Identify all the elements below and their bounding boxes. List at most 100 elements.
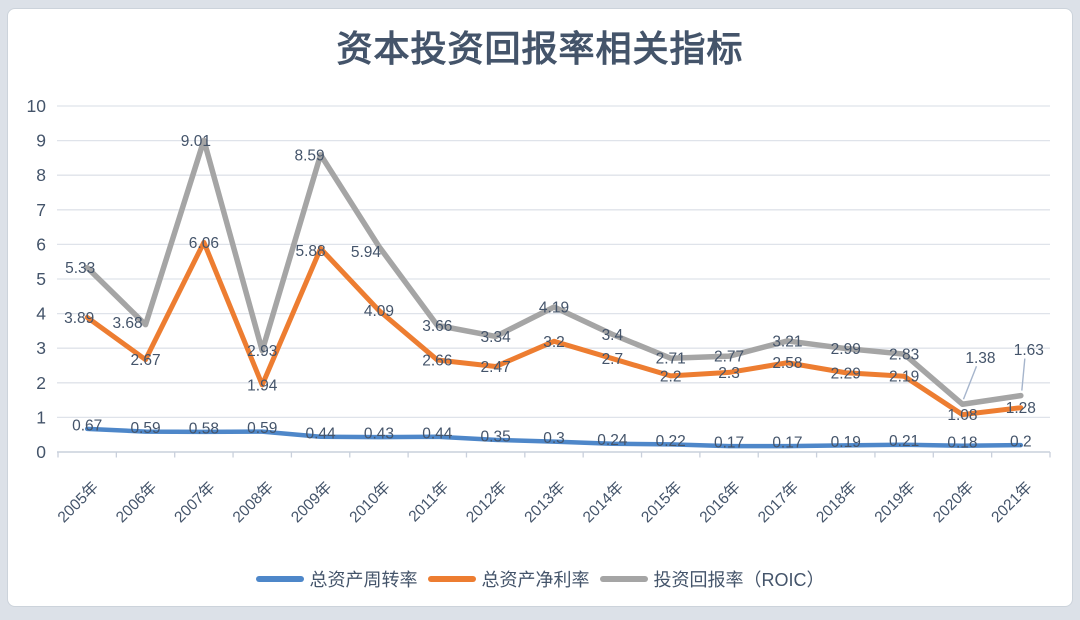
- data-label: 0.44: [306, 425, 337, 442]
- data-label: 0.35: [481, 428, 511, 445]
- svg-text:2012年: 2012年: [462, 478, 510, 526]
- chart-title: 资本投资回报率相关指标: [336, 28, 744, 69]
- series-line-total-asset-net-profit-margin: [84, 239, 1024, 418]
- data-label: 0.2: [1010, 434, 1032, 451]
- data-label: 4.19: [539, 300, 569, 317]
- data-label: 0.17: [714, 435, 744, 452]
- data-label: 3.68: [112, 315, 142, 332]
- chart-card: [7, 8, 1073, 607]
- svg-text:2005年: 2005年: [54, 478, 102, 526]
- data-label: 1.38: [965, 350, 995, 367]
- svg-text:5: 5: [36, 269, 46, 289]
- series-line-total-asset-turnover: [84, 426, 1024, 449]
- svg-text:2: 2: [36, 373, 46, 393]
- svg-text:2021年: 2021年: [988, 478, 1036, 526]
- data-label: 5.33: [65, 260, 95, 277]
- data-label: 2.93: [247, 343, 277, 360]
- data-label: 2.67: [130, 352, 160, 369]
- tick-marks: [57, 452, 1051, 458]
- leader-lines: [962, 358, 1026, 400]
- data-label: 3.34: [481, 329, 512, 346]
- svg-text:2007年: 2007年: [171, 478, 219, 526]
- svg-text:2014年: 2014年: [579, 478, 627, 526]
- x-axis-labels: 2005年 2006年 2007年 2008年 2009年 2010年 2011年 2012年…: [54, 478, 1036, 526]
- svg-text:6: 6: [36, 234, 46, 254]
- data-label: 2.47: [481, 359, 511, 376]
- series-lines: [84, 137, 1024, 449]
- svg-text:4: 4: [36, 304, 46, 324]
- legend-label: 总资产周转率: [309, 570, 418, 590]
- data-label: 0.3: [543, 430, 565, 447]
- legend-line-swatch: [427, 576, 476, 582]
- svg-text:2010年: 2010年: [346, 478, 394, 526]
- gridlines: [57, 105, 1050, 419]
- legend-label: 投资回报率（ROIC）: [653, 570, 825, 590]
- data-label: 1.08: [947, 407, 977, 424]
- data-label: 2.83: [889, 347, 919, 364]
- svg-text:10: 10: [27, 96, 47, 116]
- data-label: 2.7: [602, 351, 624, 368]
- series-line-roic: [84, 137, 1024, 408]
- svg-text:7: 7: [36, 200, 46, 220]
- legend-item-total-asset-turnover: 总资产周转率: [255, 566, 418, 592]
- svg-text:3: 3: [36, 338, 46, 358]
- data-label: 0.19: [831, 434, 861, 451]
- svg-text:2015年: 2015年: [637, 478, 685, 526]
- data-label: 2.19: [889, 369, 919, 386]
- leader-line: [1021, 358, 1026, 391]
- svg-text:2016年: 2016年: [696, 478, 744, 526]
- data-label: 9.01: [181, 133, 211, 150]
- svg-text:9: 9: [36, 131, 46, 151]
- data-label: 2.71: [656, 351, 686, 368]
- data-label: 0.18: [947, 434, 977, 451]
- svg-text:2019年: 2019年: [871, 478, 919, 526]
- data-label: 0.21: [889, 433, 919, 450]
- data-label: 2.99: [831, 341, 861, 358]
- legend-line-swatch: [255, 576, 304, 582]
- data-label: 0.59: [130, 420, 160, 437]
- svg-text:2013年: 2013年: [521, 478, 569, 526]
- data-label: 1.28: [1006, 400, 1036, 417]
- svg-text:2020年: 2020年: [929, 478, 977, 526]
- data-label: 0.24: [597, 432, 628, 449]
- data-label: 0.67: [72, 417, 102, 434]
- data-label: 0.59: [247, 420, 277, 437]
- svg-text:2008年: 2008年: [229, 478, 277, 526]
- svg-text:2009年: 2009年: [287, 478, 335, 526]
- data-label: 2.77: [714, 349, 744, 366]
- data-labels-roic: 5.33 3.68 9.01 2.93 8.59 5.94 3.66 3.34 4.19 3.4 2…: [65, 133, 1044, 368]
- data-label: 4.09: [364, 303, 394, 320]
- svg-text:0: 0: [36, 442, 46, 462]
- svg-text:2018年: 2018年: [813, 478, 861, 526]
- data-label: 2.2: [660, 368, 682, 385]
- data-label: 5.94: [351, 244, 382, 261]
- data-label: 3.21: [772, 333, 802, 350]
- data-label: 1.94: [247, 377, 278, 394]
- data-label: 5.88: [296, 243, 326, 260]
- data-label: 0.58: [189, 420, 219, 437]
- data-label: 0.22: [656, 433, 686, 450]
- data-label: 2.66: [422, 352, 452, 369]
- data-label: 3.4: [602, 327, 624, 344]
- data-labels-total-asset-turnover: 0.67 0.59 0.58 0.59 0.44 0.43 0.44 0.35 0.3 0.24 0…: [72, 417, 1032, 451]
- data-label: 0.17: [772, 435, 802, 452]
- svg-text:8: 8: [36, 165, 46, 185]
- y-axis-labels: 0 1 2 3 4 5 6 7 8 9 10: [27, 96, 47, 462]
- data-label: 8.59: [295, 147, 325, 164]
- data-label: 2.29: [831, 365, 861, 382]
- data-label: 0.43: [364, 426, 394, 443]
- data-label: 3.66: [422, 318, 452, 335]
- legend-item-roic: 投资回报率（ROIC）: [599, 566, 825, 592]
- data-label: 0.44: [422, 425, 453, 442]
- legend-line-swatch: [599, 576, 648, 582]
- svg-text:2006年: 2006年: [112, 478, 160, 526]
- data-labels-total-asset-net-profit-margin: 3.89 2.67 6.06 1.94 5.88 4.09 2.66 2.47 3.2 2.7 2.…: [64, 235, 1036, 424]
- data-labels: 0.67 0.59 0.58 0.59 0.44 0.43 0.44 0.35 0.3 0.24 0…: [64, 133, 1044, 452]
- data-label: 6.06: [189, 235, 219, 252]
- data-label: 3.2: [543, 334, 565, 351]
- legend-label: 总资产净利率: [481, 570, 590, 590]
- svg-text:2011年: 2011年: [405, 478, 452, 525]
- legend: 总资产周转率 总资产净利率 投资回报率（ROIC）: [0, 566, 1080, 592]
